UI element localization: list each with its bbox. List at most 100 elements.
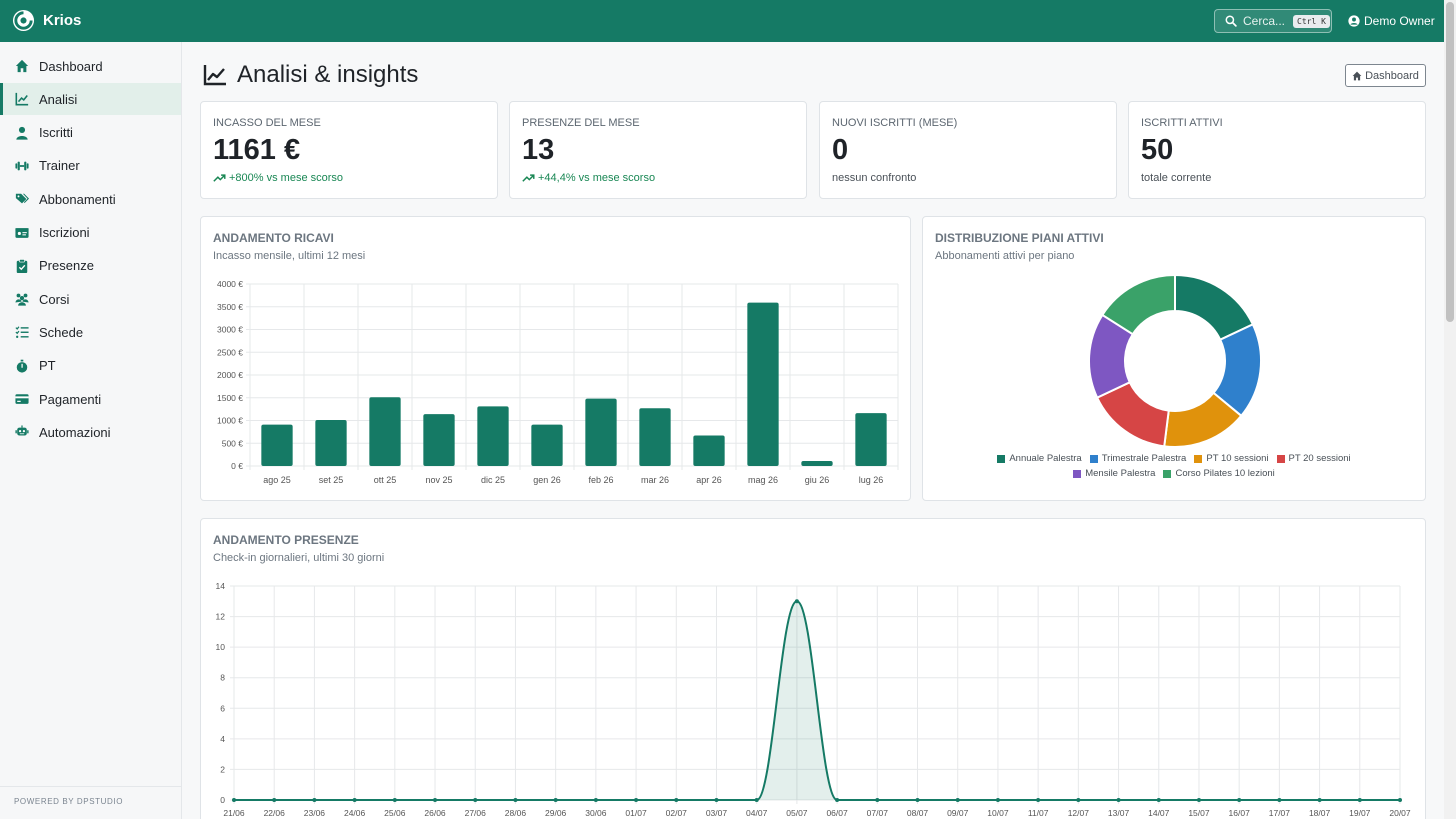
attendance-point	[875, 798, 880, 802]
x-tick-label: set 25	[319, 475, 344, 485]
attendance-point	[433, 798, 438, 802]
x-tick-label: 30/06	[585, 808, 607, 818]
legend-item[interactable]: Corso Pilates 10 lezioni	[1163, 468, 1275, 479]
x-tick-label: 25/06	[384, 808, 406, 818]
x-tick-label: 02/07	[666, 808, 688, 818]
y-tick-label: 4000 €	[217, 279, 243, 289]
y-tick-label: 4	[220, 734, 225, 744]
legend-item[interactable]: Trimestrale Palestra	[1089, 453, 1186, 464]
scrollbar-thumb[interactable]	[1446, 2, 1454, 322]
revenue-bar	[261, 424, 293, 466]
brand[interactable]: Krios	[12, 9, 81, 32]
legend-swatch	[1163, 469, 1172, 478]
sidebar-item-pagamenti[interactable]: Pagamenti	[0, 383, 181, 415]
id-card-icon	[15, 227, 29, 238]
legend-label: Mensile Palestra	[1085, 468, 1156, 479]
attendance-point	[1317, 798, 1322, 802]
legend-item[interactable]: PT 20 sessioni	[1276, 453, 1351, 464]
trend-up-icon	[213, 174, 226, 182]
attendance-point	[553, 798, 558, 802]
x-tick-label: 29/06	[545, 808, 567, 818]
sidebar-item-trainer[interactable]: Trainer	[0, 150, 181, 182]
page-scrollbar[interactable]	[1444, 0, 1456, 819]
trend-up-icon	[522, 174, 535, 182]
y-tick-label: 1500 €	[217, 393, 243, 403]
legend-item[interactable]: Mensile Palestra	[1073, 468, 1155, 479]
attendance-card-title: ANDAMENTO PRESENZE	[213, 533, 359, 547]
plans-card-title: DISTRIBUZIONE PIANI ATTIVI	[935, 231, 1104, 245]
clipboard-check-icon	[16, 258, 28, 273]
y-tick-label: 8	[220, 673, 225, 683]
x-tick-label: 18/07	[1309, 808, 1331, 818]
attendance-point	[714, 798, 719, 802]
sidebar-item-label: Schede	[39, 324, 84, 340]
x-tick-label: 23/06	[304, 808, 326, 818]
stat-card: INCASSO DEL MESE 1161 € +800% vs mese scor…	[200, 101, 498, 199]
legend-label: PT 10 sessioni	[1206, 453, 1269, 464]
x-tick-label: 28/06	[505, 808, 527, 818]
revenue-bar	[693, 435, 725, 466]
sidebar-item-corsi[interactable]: Corsi	[0, 283, 181, 315]
y-tick-label: 2500 €	[217, 347, 243, 357]
x-tick-label: 22/06	[264, 808, 286, 818]
attendance-area-chart: 0 2 4 6 8 10 12 14 21/06 22/06 23/06 24/06 25/06 26/0…	[216, 581, 1411, 818]
revenue-card-subtitle: Incasso mensile, ultimi 12 mesi	[213, 250, 366, 262]
robot-icon	[15, 425, 29, 436]
sidebar-item-label: Automazioni	[39, 424, 111, 440]
legend-swatch	[1194, 454, 1203, 463]
legend-item[interactable]: PT 10 sessioni	[1194, 453, 1269, 464]
sidebar-item-abbonamenti[interactable]: Abbonamenti	[0, 183, 181, 215]
x-tick-label: 15/07	[1188, 808, 1210, 818]
legend-swatch	[1089, 454, 1098, 463]
revenue-card-title: ANDAMENTO RICAVI	[213, 231, 334, 245]
x-tick-label: 01/07	[625, 808, 647, 818]
sidebar-item-label: PT	[39, 358, 56, 374]
stat-label: INCASSO DEL MESE	[213, 117, 321, 129]
dashboard-button[interactable]: Dashboard	[1345, 64, 1426, 87]
x-tick-label: dic 25	[481, 475, 505, 485]
y-tick-label: 0 €	[231, 461, 243, 471]
sidebar-item-iscritti[interactable]: Iscritti	[0, 117, 181, 149]
search-button[interactable]: Cerca... Ctrl K	[1214, 9, 1332, 33]
user-name: Demo Owner	[1364, 14, 1435, 28]
sidebar-item-iscrizioni[interactable]: Iscrizioni	[0, 217, 181, 249]
sidebar-item-pt[interactable]: PT	[0, 350, 181, 382]
stopwatch-icon	[16, 359, 28, 373]
attendance-card: ANDAMENTO PRESENZE Check-in giornalieri,…	[200, 518, 1426, 819]
x-tick-label: ago 25	[263, 475, 291, 485]
sidebar-item-schede[interactable]: Schede	[0, 316, 181, 348]
y-tick-label: 0	[220, 795, 225, 805]
stat-delta-text: nessun confronto	[832, 172, 917, 184]
x-tick-label: 13/07	[1108, 808, 1130, 818]
revenue-card: ANDAMENTO RICAVI Incasso mensile, ultimi…	[200, 216, 911, 501]
sidebar-item-automazioni[interactable]: Automazioni	[0, 416, 181, 448]
chart-line-icon	[203, 65, 226, 86]
sidebar-item-analisi[interactable]: Analisi	[0, 83, 181, 116]
x-tick-label: nov 25	[425, 475, 452, 485]
stat-card: ISCRITTI ATTIVI 50 totale corrente	[1128, 101, 1426, 199]
attendance-card-subtitle: Check-in giornalieri, ultimi 30 giorni	[213, 552, 385, 564]
attendance-point	[634, 798, 639, 802]
attendance-point	[1398, 798, 1402, 802]
attendance-point	[392, 798, 397, 802]
sidebar-item-label: Dashboard	[39, 58, 103, 74]
stat-delta-text: totale corrente	[1141, 172, 1212, 184]
sidebar-item-label: Abbonamenti	[39, 191, 116, 207]
legend-item[interactable]: Annuale Palestra	[997, 453, 1082, 464]
stat-card: NUOVI ISCRITTI (MESE) 0 nessun confronto	[819, 101, 1117, 199]
x-tick-label: 24/06	[344, 808, 366, 818]
top-navbar: Krios Cerca... Ctrl K Demo Owner	[0, 0, 1456, 42]
legend-label: Annuale Palestra	[1009, 453, 1082, 464]
revenue-bar	[639, 408, 671, 466]
user-menu[interactable]: Demo Owner	[1348, 14, 1435, 28]
sidebar-item-presenze[interactable]: Presenze	[0, 250, 181, 282]
y-tick-label: 2	[220, 764, 225, 774]
attendance-point	[1076, 798, 1081, 802]
y-tick-label: 3000 €	[217, 325, 243, 335]
x-tick-label: 11/07	[1028, 808, 1049, 818]
x-tick-label: 06/07	[826, 808, 848, 818]
x-tick-label: ott 25	[374, 475, 397, 485]
sidebar-item-dashboard[interactable]: Dashboard	[0, 50, 181, 82]
stat-delta: +44,4% vs mese scorso	[522, 172, 655, 184]
revenue-bar	[855, 413, 887, 466]
